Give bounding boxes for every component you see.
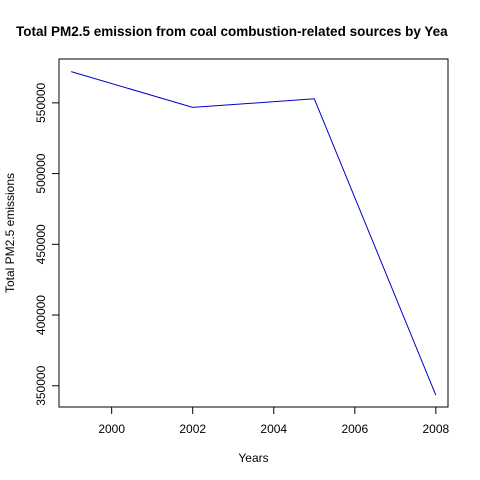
y-tick-label: 400000 bbox=[34, 295, 48, 335]
x-tick-label: 2004 bbox=[260, 422, 287, 436]
x-tick-label: 2000 bbox=[98, 422, 125, 436]
y-axis-label: Total PM2.5 emissions bbox=[3, 173, 17, 293]
chart-title: Total PM2.5 emission from coal combustio… bbox=[16, 24, 448, 39]
x-axis: 2000 2002 2004 2006 2008 bbox=[98, 406, 450, 436]
y-axis: 350000 400000 450000 500000 550000 bbox=[34, 83, 60, 406]
x-tick-label: 2002 bbox=[179, 422, 206, 436]
y-tick-label: 500000 bbox=[34, 153, 48, 193]
x-tick-label: 2006 bbox=[341, 422, 368, 436]
plot-area bbox=[58, 58, 449, 408]
y-tick-label: 450000 bbox=[34, 224, 48, 264]
x-tick-label: 2008 bbox=[422, 422, 449, 436]
series-group bbox=[71, 71, 437, 396]
x-axis-label: Years bbox=[238, 451, 268, 465]
series-line bbox=[71, 71, 437, 396]
y-tick-label: 550000 bbox=[34, 83, 48, 123]
y-tick-label: 350000 bbox=[34, 365, 48, 405]
